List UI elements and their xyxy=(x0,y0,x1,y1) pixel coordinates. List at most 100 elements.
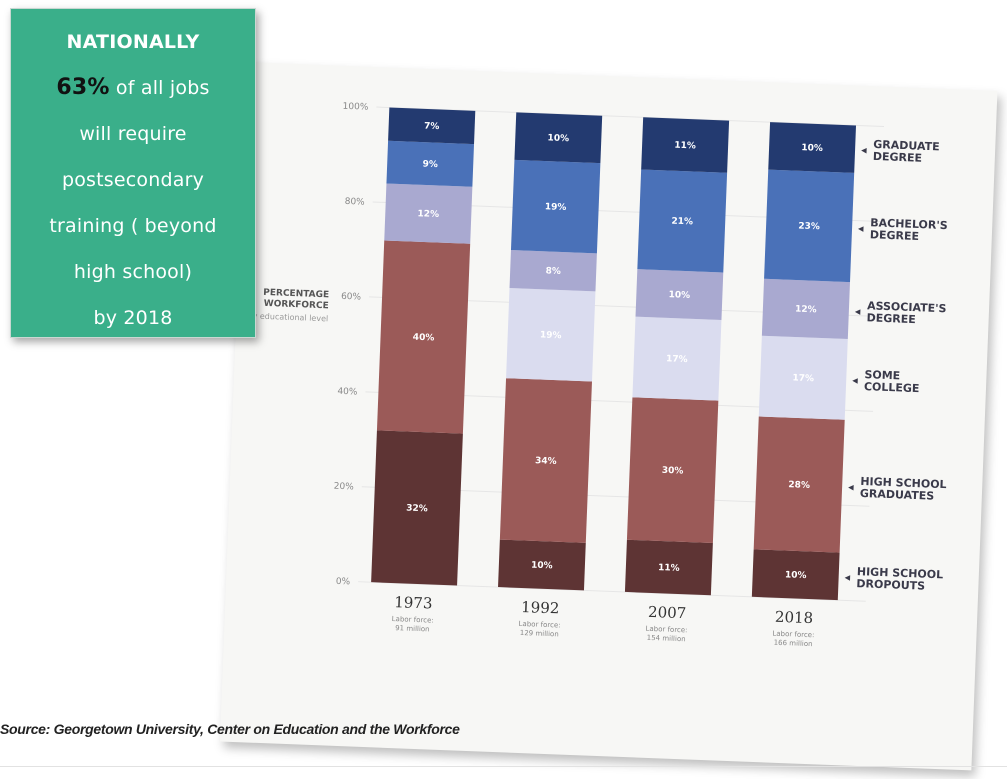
callout-line-3: will require xyxy=(79,123,187,145)
labor-force-label: Labor force: xyxy=(518,620,560,630)
legend-entry: BACHELOR'SDEGREE xyxy=(870,216,948,244)
data-label: 9% xyxy=(422,159,438,170)
source-caption: Source: Georgetown University, Center on… xyxy=(0,721,460,737)
data-label: 19% xyxy=(545,202,567,213)
legend-entry: GRADUATEDEGREE xyxy=(873,138,940,166)
data-label: 17% xyxy=(666,354,688,365)
bar-segment xyxy=(761,278,850,340)
y-axis-title-line: WORKFORCE xyxy=(264,299,329,311)
callout-percentage: 63% xyxy=(56,75,110,100)
legend-entry-line: DEGREE xyxy=(873,150,923,165)
data-label: 11% xyxy=(674,141,696,152)
legend-entry-line: SOME xyxy=(864,368,900,382)
legend-entry-line: ASSOCIATE'S xyxy=(867,299,947,315)
bar-segment xyxy=(506,288,596,382)
legend-entry: HIGH SCHOOLGRADUATES xyxy=(860,475,947,503)
y-tick-label: 0% xyxy=(336,577,351,588)
callout-box: NATIONALLY 63% of all jobs will require … xyxy=(10,8,256,338)
bar-segment xyxy=(510,159,601,254)
legend-entry-line: DEGREE xyxy=(866,311,916,326)
data-label: 10% xyxy=(531,561,553,572)
data-label: 19% xyxy=(540,330,562,341)
labor-force-label: Labor force: xyxy=(645,625,687,635)
bar-segment xyxy=(635,269,724,320)
bar-segment xyxy=(498,539,586,591)
bar-segment xyxy=(384,183,473,244)
legend-entry-line: GRADUATES xyxy=(860,487,935,503)
callout-line-1: NATIONALLY xyxy=(66,31,200,53)
legend-entry-line: DEGREE xyxy=(870,228,920,243)
bar-segment xyxy=(514,112,603,164)
legend-entry-line: BACHELOR'S xyxy=(870,216,948,232)
x-tick-label: 2018 xyxy=(775,608,814,627)
data-label: 10% xyxy=(785,570,807,581)
labor-force-label: Labor force: xyxy=(772,630,814,640)
x-tick-label: 1973 xyxy=(394,593,433,612)
bar-segment xyxy=(637,169,728,273)
bar-segment xyxy=(388,107,476,145)
callout-line-2: 63% of all jobs xyxy=(17,65,249,111)
legend-entry-line: DROPOUTS xyxy=(856,577,925,593)
data-label: 21% xyxy=(671,217,693,228)
data-label: 32% xyxy=(406,503,428,514)
bar-segment xyxy=(764,169,855,283)
data-label: 10% xyxy=(801,143,823,154)
bar-segment xyxy=(632,316,722,401)
x-tick-label: 2007 xyxy=(648,603,687,622)
y-tick-label: 80% xyxy=(344,197,365,208)
legend-marker: ◂ xyxy=(861,143,867,156)
bar-segment xyxy=(386,140,475,187)
divider-line xyxy=(0,766,1007,767)
legend-entry: ASSOCIATE'SDEGREE xyxy=(866,299,946,327)
callout-line-2-rest: of all jobs xyxy=(109,77,210,99)
bar-segment xyxy=(509,250,597,292)
legend-entry-line: COLLEGE xyxy=(864,380,920,395)
data-label: 17% xyxy=(792,373,814,384)
callout-line-7: by 2018 xyxy=(93,307,173,329)
data-label: 40% xyxy=(413,333,435,344)
legend-entry: HIGH SCHOOLDROPOUTS xyxy=(856,565,943,593)
data-label: 12% xyxy=(417,209,439,220)
bar-segment xyxy=(376,240,471,434)
data-label: 34% xyxy=(535,456,557,467)
bar-segment xyxy=(626,397,719,544)
legend-marker: ◂ xyxy=(844,571,850,584)
bar-segment xyxy=(499,378,592,543)
legend-marker: ◂ xyxy=(848,480,854,493)
bar-segment xyxy=(371,430,463,586)
bar-segment xyxy=(751,549,840,601)
legend-marker: ◂ xyxy=(858,222,864,235)
data-label: 28% xyxy=(788,480,810,491)
data-label: 30% xyxy=(662,466,684,477)
legend-entry-line: HIGH SCHOOL xyxy=(857,565,944,581)
legend-entry-line: GRADUATE xyxy=(873,138,940,154)
labor-force-label: 129 million xyxy=(520,629,559,638)
bar-segment xyxy=(768,122,857,173)
data-label: 23% xyxy=(798,221,820,232)
data-label: 10% xyxy=(668,290,690,301)
legend-marker: ◂ xyxy=(852,374,858,387)
y-tick-label: 100% xyxy=(342,102,369,113)
labor-force-label: 91 million xyxy=(395,624,430,633)
bar-segment xyxy=(753,416,845,553)
callout-line-4: postsecondary xyxy=(61,169,205,191)
legend-entry-line: HIGH SCHOOL xyxy=(860,475,947,491)
data-label: 7% xyxy=(424,122,440,133)
x-tick-label: 1992 xyxy=(521,598,560,617)
y-axis-subtitle: y educational level xyxy=(252,311,328,323)
data-label: 10% xyxy=(547,133,569,144)
y-axis-title: PERCENTAGEWORKFORCE xyxy=(263,288,330,312)
y-axis-title-line: PERCENTAGE xyxy=(263,288,329,301)
callout-line-6: high school) xyxy=(73,261,193,283)
callout-line-5: training ( beyond xyxy=(49,215,217,237)
labor-force-label: 154 million xyxy=(647,634,686,643)
legend-entry: SOMECOLLEGE xyxy=(864,368,920,395)
chart-panel: 0% 20% 40% 60% 80% 100% PERCENTAGEWORKFORCE y e… xyxy=(219,62,998,771)
labor-force-label: 166 million xyxy=(773,639,812,648)
data-label: 12% xyxy=(795,305,817,316)
gridline xyxy=(376,106,885,128)
data-label: 11% xyxy=(658,563,680,574)
y-tick-label: 60% xyxy=(341,292,362,303)
bar-segment xyxy=(641,117,730,173)
